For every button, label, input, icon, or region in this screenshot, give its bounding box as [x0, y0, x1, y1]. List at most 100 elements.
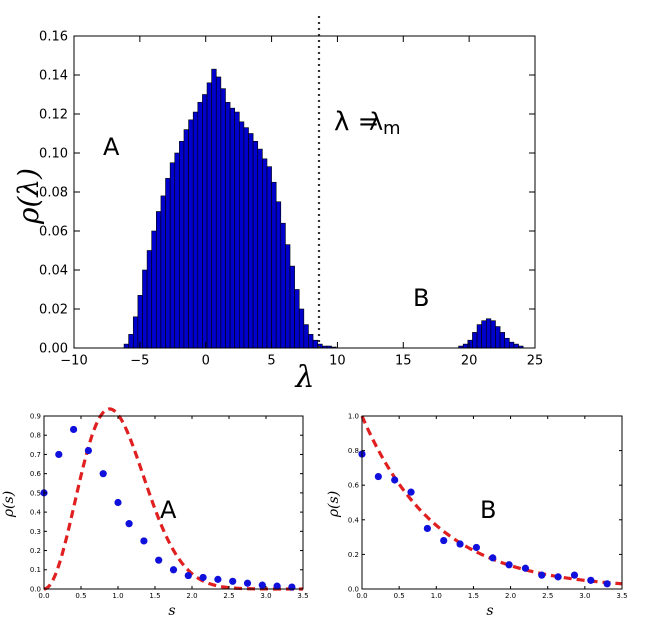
main-histogram-chart: 0.00 0.02 0.04 0.06 0.08 0.10 0.12 0.14 0.16 −10…	[12, 16, 543, 395]
data-point	[169, 566, 178, 574]
histogram-bar	[206, 82, 212, 349]
histogram-bar	[192, 111, 199, 349]
histogram-bar	[174, 152, 180, 349]
histogram-bar	[285, 244, 291, 349]
y-tick-label: 1.0	[348, 412, 359, 420]
data-point	[472, 543, 480, 552]
x-tick-label: 3.5	[297, 592, 308, 600]
data-point	[258, 581, 266, 589]
histogram-bar	[485, 318, 492, 349]
main-y-axis-label: ρ(λ)	[12, 168, 45, 225]
histogram-bar	[509, 341, 515, 349]
data-point	[521, 564, 530, 572]
histogram-bar	[462, 343, 469, 349]
histogram-bar	[271, 181, 277, 349]
data-point	[288, 583, 296, 591]
main-x-ticks: −10 −5 0 5 10 15 20 25	[60, 36, 543, 368]
spacing-b-chart: 0.0 0.2 0.4 0.6 0.8 1.0 0.0 0.5 1.0 1.5 2.0 2.5 3.0…	[326, 412, 628, 618]
histogram-bar	[312, 339, 318, 349]
histogram-bar	[220, 88, 226, 349]
y-tick-label: 0.04	[39, 264, 68, 279]
data-point	[374, 472, 382, 481]
histogram-bars	[123, 68, 524, 349]
x-tick-label: 0.5	[394, 592, 405, 600]
histogram-bar	[142, 269, 148, 349]
x-tick-label: 1.5	[149, 592, 160, 600]
data-point	[125, 520, 133, 528]
histogram-bar	[262, 158, 268, 349]
y-tick-label: 0.08	[39, 186, 68, 201]
annotation-lambda-m-subscript: m	[383, 118, 401, 139]
data-point	[243, 579, 252, 587]
data-point	[155, 556, 163, 564]
data-point	[140, 537, 148, 545]
data-point	[184, 571, 192, 580]
x-tick-label: 1.5	[468, 592, 479, 600]
histogram-bar	[280, 222, 286, 349]
data-point	[570, 571, 579, 579]
x-tick-label: −5	[130, 353, 149, 368]
annotation-b: B	[413, 284, 429, 312]
x-tick-label: 1.0	[112, 592, 123, 600]
data-point	[214, 575, 222, 583]
x-tick-label: 20	[461, 353, 478, 368]
x-tick-label: 25	[527, 353, 544, 368]
data-point	[55, 450, 63, 459]
data-point	[229, 577, 237, 585]
histogram-bar	[472, 332, 478, 349]
y-tick-label: 0.2	[348, 551, 359, 559]
x-tick-label: 5	[267, 353, 275, 368]
y-tick-label: 0.6	[348, 482, 360, 490]
y-tick-label: 0.0	[348, 585, 359, 593]
histogram-bar	[248, 133, 254, 349]
histogram-bar	[234, 111, 240, 349]
histogram-bar	[476, 324, 482, 349]
spacing-b-points	[358, 450, 611, 588]
histogram-bar	[289, 265, 295, 349]
histogram-bar	[151, 230, 157, 349]
y-tick-label: 0.16	[39, 30, 68, 45]
data-point	[587, 576, 595, 584]
y-tick-label: 0.5	[30, 489, 41, 497]
y-tick-label: 0.8	[348, 447, 359, 455]
spacing-a-plot-frame	[43, 415, 304, 590]
data-point	[391, 476, 399, 484]
y-tick-label: 0.2	[30, 547, 41, 555]
data-point	[538, 571, 546, 579]
histogram-bar	[239, 121, 245, 349]
histogram-bar	[467, 339, 473, 349]
histogram-bar	[490, 320, 496, 349]
histogram-bar	[303, 324, 309, 349]
data-point	[603, 580, 611, 588]
y-tick-label: 0.6	[30, 470, 42, 478]
y-tick-label: 0.4	[348, 516, 360, 524]
y-tick-label: 0.8	[30, 432, 41, 440]
x-tick-label: 2.5	[223, 592, 234, 600]
data-point	[456, 540, 464, 548]
spacing-a-points	[40, 425, 296, 591]
histogram-bar	[128, 334, 134, 349]
histogram-bar	[202, 94, 208, 349]
spacing-b-label: B	[480, 496, 496, 524]
data-point	[554, 573, 562, 581]
histogram-bar	[165, 178, 171, 349]
x-tick-label: 0.0	[356, 592, 367, 600]
x-tick-label: 15	[395, 353, 412, 368]
y-tick-label: 0.7	[30, 451, 41, 459]
x-tick-label: 2.0	[505, 592, 516, 600]
data-point	[423, 524, 431, 533]
y-tick-label: 0.00	[39, 342, 68, 357]
y-tick-label: 0.14	[39, 69, 68, 84]
x-tick-label: 3.0	[260, 592, 271, 600]
annotation-lambda-equals: λ =	[334, 107, 379, 137]
spacing-b-y-axis-label: ρ(s)	[326, 491, 342, 518]
histogram-bar	[156, 211, 162, 349]
histogram-bar	[252, 141, 259, 349]
histogram-bar	[266, 166, 272, 349]
data-point	[407, 488, 415, 496]
spacing-a-x-axis-label: s	[168, 603, 175, 618]
spacing-b-plot-frame	[361, 415, 623, 590]
histogram-bar	[294, 289, 300, 349]
histogram-bar	[225, 102, 231, 349]
